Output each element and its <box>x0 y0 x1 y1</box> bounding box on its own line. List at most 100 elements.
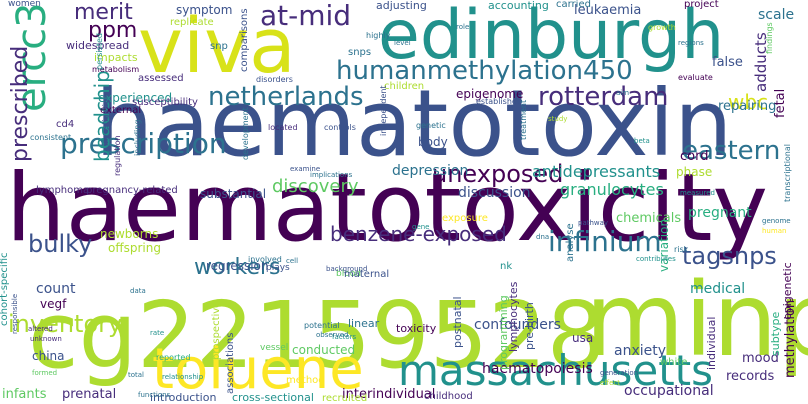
word: unexposed <box>432 160 564 188</box>
word: factors <box>332 333 357 341</box>
word: genome <box>762 217 791 225</box>
word: introduction <box>150 391 217 404</box>
word: impacts <box>94 51 138 64</box>
word: records <box>726 369 775 384</box>
word: antidepressants <box>532 162 661 181</box>
word: regression <box>206 259 269 273</box>
word: edinburgh <box>378 0 725 75</box>
word: body <box>418 135 448 149</box>
word: false <box>712 55 743 70</box>
word: children <box>384 81 425 92</box>
word: ppm <box>88 18 138 43</box>
word: comparisons <box>239 8 250 72</box>
word: findings <box>765 22 774 54</box>
word: interindividual <box>342 387 436 402</box>
word: at-mid <box>260 0 352 32</box>
word: leukaemia <box>574 3 642 18</box>
word: offspring <box>108 241 161 255</box>
word: wbc <box>728 90 769 114</box>
word: substantial <box>200 187 267 201</box>
word: beta <box>634 137 650 145</box>
word: cd4 <box>56 119 75 130</box>
word: controls <box>324 123 356 132</box>
word: occupational <box>624 383 714 399</box>
word: contributes <box>636 255 676 263</box>
word: china <box>32 349 65 363</box>
word: anxiety <box>614 343 667 359</box>
word: total <box>128 371 145 379</box>
word: altered <box>28 325 53 333</box>
word: potential <box>304 321 340 330</box>
word: assessed <box>138 73 184 84</box>
word: analyse <box>565 223 576 262</box>
word: childhood <box>424 391 473 402</box>
word: persisted <box>95 33 104 70</box>
word: investigation <box>101 94 110 146</box>
word: epigenome <box>456 87 524 101</box>
word: toxicity <box>396 322 437 335</box>
word: consistent <box>30 133 72 142</box>
word: epigenetic <box>781 262 794 320</box>
word: discussion <box>458 185 531 201</box>
word: measured <box>680 189 715 197</box>
word: rate <box>150 329 165 337</box>
word: regulation <box>113 135 122 176</box>
word: independent <box>379 85 388 136</box>
word: carried <box>556 0 591 10</box>
word: cell <box>286 257 299 265</box>
word: blood <box>336 269 361 279</box>
word: functions <box>138 391 171 399</box>
word: rotterdam <box>538 82 669 112</box>
word: usa <box>572 331 594 345</box>
word: experienced <box>98 91 173 105</box>
word: located <box>268 123 298 132</box>
word: pregnant <box>688 205 752 221</box>
word: granulocytes <box>560 180 664 199</box>
word: massachusetts <box>398 346 714 395</box>
word: highly <box>366 31 391 40</box>
word: white <box>660 357 688 368</box>
word: count <box>36 281 76 297</box>
word: data <box>130 287 146 295</box>
word: cohort-specific <box>0 252 10 327</box>
word: method <box>286 375 325 386</box>
word: toluene <box>152 337 364 402</box>
word: minp <box>585 261 808 380</box>
word: repairing <box>718 99 777 114</box>
word: generation <box>600 369 639 377</box>
word: newborns <box>100 227 159 241</box>
word: workers <box>194 255 281 280</box>
word: pathway <box>578 219 609 227</box>
word: phase <box>676 165 713 179</box>
word: prenatal <box>62 387 117 402</box>
word: netherlands <box>208 82 364 112</box>
word: nk <box>500 261 513 272</box>
word: pregnancy-related <box>86 185 178 196</box>
word: linear <box>348 317 380 330</box>
word: vegf <box>40 297 67 311</box>
word: level <box>394 39 411 47</box>
word: examine <box>290 165 321 173</box>
word: infants <box>2 387 47 402</box>
word: snp <box>210 41 228 52</box>
word: adjusting <box>376 0 427 12</box>
word: individual <box>705 316 718 370</box>
word: tagsnps <box>682 242 777 270</box>
word: prospective <box>211 301 222 360</box>
word: gene <box>412 223 430 231</box>
word: widespread <box>66 39 130 52</box>
word: prescription <box>60 127 227 160</box>
word: relationship <box>162 373 204 381</box>
word: transcriptional <box>783 143 792 202</box>
word: established <box>476 97 522 106</box>
word: regions <box>678 39 704 47</box>
word: humanmethylation450 <box>336 56 633 86</box>
word: scale <box>758 7 795 23</box>
word: dna <box>536 233 550 241</box>
word: pre-birth <box>523 302 536 350</box>
word: reported <box>156 353 191 362</box>
word: haematopoiesis <box>482 361 593 377</box>
word: exposure <box>442 213 488 224</box>
word: human <box>762 227 787 235</box>
word: women <box>8 0 41 9</box>
